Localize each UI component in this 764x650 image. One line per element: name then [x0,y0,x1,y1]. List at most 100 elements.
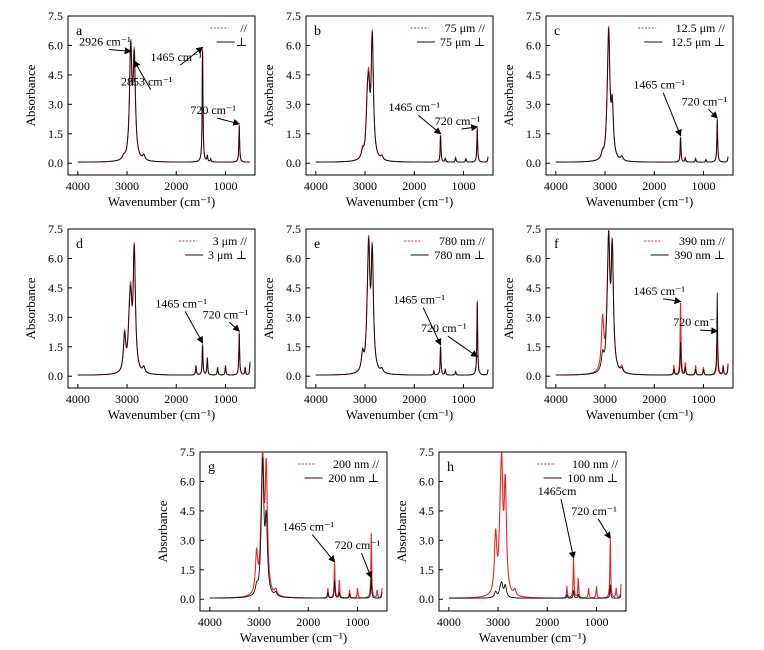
y-tick-label: 0.0 [48,156,63,170]
panel-c: 0.0 1.5 3.0 4.5 6.0 7.5 4000 3000 2000 1000Wavenu… [501,9,734,209]
annotation-arrow [662,92,682,137]
legend-entry: // [240,21,247,35]
panel-letter: c [554,24,560,39]
y-axis-label: Absorbance [501,277,516,339]
annotation-arrow [560,499,576,559]
x-tick-label: 2000 [296,615,320,629]
y-tick-label: 4.5 [526,281,541,295]
x-tick-label: 2000 [402,179,426,193]
x-tick-label: 4000 [544,179,568,193]
y-tick-label: 1.5 [419,563,434,577]
legend-entry: 200 nm ⊥ [328,471,379,485]
peak-annotation: 1465 cm⁻¹ [633,284,685,298]
annotation-arrow [229,321,240,332]
y-tick-label: 4.5 [286,68,301,82]
x-tick-label: 3000 [353,179,377,193]
y-tick-label: 0.0 [526,369,541,383]
plot-frame [305,228,494,389]
x-tick-label: 4000 [304,179,328,193]
peak-annotation: 1465 cm⁻¹ [155,297,207,311]
y-tick-label: 3.0 [286,97,301,111]
legend-entry: 780 nm // [439,234,486,248]
x-axis-label: Wavenumber (cm⁻¹) [240,630,348,645]
legend-entry: ⊥ [236,35,247,49]
annotation-arrow [217,117,241,126]
panel-a: 0.0 1.5 3.0 4.5 6.0 7.5 4000 3000 2000 1000Wavenu… [23,9,256,209]
x-tick-label: 4000 [437,615,461,629]
y-tick-label: 4.5 [526,68,541,82]
annotation-arrow [461,124,479,132]
panel-f: 0.0 1.5 3.0 4.5 6.0 7.5 4000 3000 2000 1000Wavenu… [501,222,734,422]
x-tick-label: 3000 [247,615,271,629]
series-line-parallel [448,452,622,599]
y-tick-label: 1.5 [180,563,195,577]
x-tick-label: 3000 [353,392,377,406]
plot-frame [67,15,256,176]
y-tick-label: 0.0 [419,592,434,606]
panel-b: 0.0 1.5 3.0 4.5 6.0 7.5 4000 3000 2000 1000Wavenu… [261,9,494,209]
peak-annotation: 720 cm⁻¹ [673,315,719,329]
y-tick-label: 0.0 [286,369,301,383]
y-tick-label: 4.5 [180,504,195,518]
y-tick-label: 6.0 [526,251,541,265]
x-tick-label: 3000 [115,179,139,193]
y-tick-label: 4.5 [286,281,301,295]
panel-g: 0.0 1.5 3.0 4.5 6.0 7.5 4000 3000 2000 1000Wavenu… [155,445,388,645]
x-axis-label: Wavenumber (cm⁻¹) [108,407,216,422]
legend-entry: 12.5 μm ⊥ [671,35,725,49]
legend-entry: 3 μm // [213,234,248,248]
y-tick-label: 1.5 [48,127,63,141]
y-tick-label: 3.0 [526,310,541,324]
y-tick-label: 7.5 [286,9,301,23]
x-tick-label: 2000 [642,179,666,193]
panel-letter: g [208,460,215,475]
series-line-perpendicular [209,456,383,599]
panel-h: 0.0 1.5 3.0 4.5 6.0 7.5 4000 3000 2000 1000Wavenu… [394,445,627,645]
x-axis-label: Wavenumber (cm⁻¹) [586,194,694,209]
peak-annotation: 1465 cm⁻¹ [393,293,445,307]
legend-entry: 390 nm ⊥ [674,248,725,262]
plot-frame [67,228,256,389]
x-tick-label: 4000 [198,615,222,629]
y-tick-label: 0.0 [180,592,195,606]
y-tick-label: 1.5 [48,340,63,354]
x-tick-label: 2000 [535,615,559,629]
legend-entry: 200 nm // [333,457,380,471]
series-line-perpendicular [448,581,622,599]
y-axis-label: Absorbance [23,277,38,339]
series-line-perpendicular [77,41,251,163]
annotation-arrow [133,60,152,90]
x-axis-label: Wavenumber (cm⁻¹) [346,407,454,422]
x-tick-label: 2000 [164,392,188,406]
peak-annotation: 720 cm⁻¹ [190,103,236,117]
panel-letter: e [314,237,320,252]
panel-letter: a [76,24,83,39]
x-tick-label: 2000 [164,179,188,193]
x-tick-label: 2000 [642,392,666,406]
y-tick-label: 1.5 [526,340,541,354]
y-axis-label: Absorbance [261,277,276,339]
panel-letter: f [554,237,559,252]
y-tick-label: 3.0 [48,310,63,324]
x-tick-label: 4000 [66,392,90,406]
y-tick-label: 6.0 [286,251,301,265]
x-tick-label: 4000 [304,392,328,406]
panel-d: 0.0 1.5 3.0 4.5 6.0 7.5 4000 3000 2000 1000Wavenu… [23,222,256,422]
series-line-perpendicular [555,27,729,163]
y-tick-label: 6.0 [48,251,63,265]
plot-frame [545,15,734,176]
y-tick-label: 7.5 [419,445,434,459]
annotation-arrow [447,335,479,358]
legend-entry: 780 nm ⊥ [434,248,485,262]
plot-frame [199,451,388,612]
series-line-parallel [315,29,489,163]
x-axis-label: Wavenumber (cm⁻¹) [108,194,216,209]
y-tick-label: 6.0 [286,38,301,52]
annotation-arrow [422,307,442,346]
x-axis-label: Wavenumber (cm⁻¹) [586,407,694,422]
peak-annotation: 720 cm⁻¹ [203,307,249,321]
y-axis-label: Absorbance [261,64,276,126]
series-line-perpendicular [77,244,251,376]
x-tick-label: 1000 [584,615,608,629]
